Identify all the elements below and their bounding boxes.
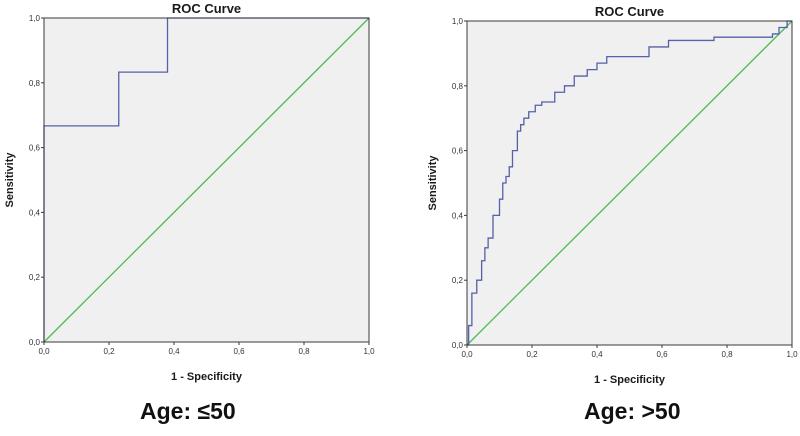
y-tick-label: 0,6 [452, 147, 464, 156]
x-tick-label: 0,6 [233, 347, 245, 356]
chart-title: ROC Curve [595, 4, 664, 19]
y-tick-label: 0,8 [452, 82, 464, 91]
roc-curve-line [467, 20, 792, 346]
x-tick-label: 0,0 [461, 350, 473, 359]
y-tick-label: 1,0 [29, 14, 41, 23]
roc-chart-age-gt50: ROC Curve 0,0 0,2 0,4 0,6 0,8 1,0 0,0 0,2 0,4 0,6 0… [427, 4, 798, 386]
x-tick-label: 0,8 [298, 347, 310, 356]
caption-age-le50: Age: ≤50 [140, 398, 236, 424]
roc-curve-line [43, 17, 369, 342]
plot-frame [43, 17, 370, 343]
x-tick-label: 0,6 [656, 350, 668, 359]
y-tick-label: 0,4 [452, 211, 464, 220]
reference-line [43, 17, 370, 343]
y-tick-label: 0,2 [29, 273, 41, 282]
caption-age-gt50: Age: >50 [584, 398, 681, 424]
roc-chart-age-le50: ROC Curve 0,0 0,2 0,4 0,6 0,8 1,0 0,0 0,2 0,4 0,6 0… [4, 1, 375, 383]
x-tick-label: 0,0 [38, 347, 50, 356]
x-tick-label: 0,2 [103, 347, 115, 356]
y-axis-label: Sensitivity [427, 155, 439, 211]
x-tick-label: 0,2 [526, 350, 538, 359]
y-tick-label: 0,2 [452, 276, 464, 285]
chart-title: ROC Curve [172, 1, 241, 16]
y-tick-label: 0,0 [29, 338, 41, 347]
y-tick-label: 0,8 [29, 79, 41, 88]
x-tick-label: 0,8 [721, 350, 733, 359]
x-tick-label: 0,4 [591, 350, 603, 359]
x-tick-label: 1,0 [363, 347, 375, 356]
y-tick-label: 0,0 [452, 341, 464, 350]
y-tick-label: 0,6 [29, 144, 41, 153]
x-tick-label: 0,4 [168, 347, 180, 356]
y-tick-label: 1,0 [452, 17, 464, 26]
x-tick-label: 1,0 [786, 350, 798, 359]
x-axis-label: 1 - Specificity [594, 374, 666, 386]
x-axis-label: 1 - Specificity [171, 371, 243, 383]
reference-line [466, 20, 793, 346]
y-axis-label: Sensitivity [4, 152, 16, 208]
plot-frame [466, 20, 793, 346]
y-tick-label: 0,4 [29, 208, 41, 217]
